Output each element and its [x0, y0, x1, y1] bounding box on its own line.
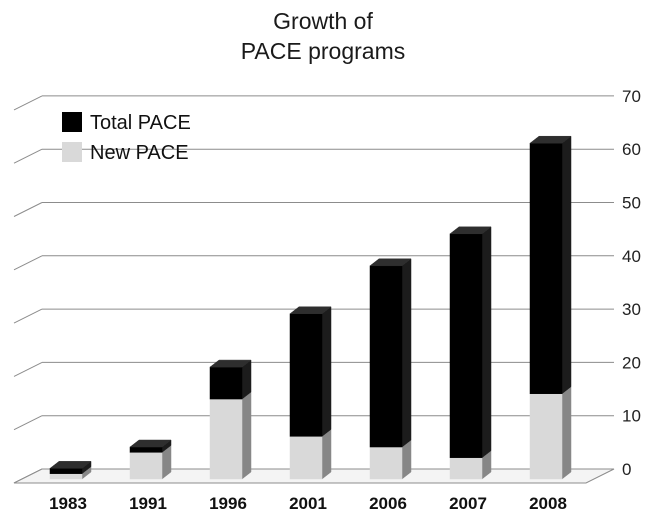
- x-category-label: 2001: [289, 494, 327, 513]
- bar-new-pace: [129, 452, 163, 480]
- bar-total-pace: [449, 233, 483, 458]
- bar-total-pace-side: [481, 226, 492, 459]
- x-category-label: 1983: [49, 494, 87, 513]
- y-tick-label: 60: [622, 140, 641, 159]
- bar-total-pace-side: [321, 306, 332, 437]
- gridline-depth: [13, 255, 43, 271]
- y-tick-label: 0: [622, 460, 631, 479]
- gridline-depth: [13, 202, 43, 217]
- bar-new-pace: [209, 398, 243, 480]
- bar-total-pace: [49, 468, 83, 474]
- x-category-label: 2007: [449, 494, 487, 513]
- bar-total-pace-side: [401, 258, 412, 448]
- y-tick-label: 50: [622, 194, 641, 213]
- y-tick-label: 10: [622, 407, 641, 426]
- bar-new-pace: [449, 457, 483, 480]
- legend-label-new: New PACE: [90, 142, 189, 164]
- x-category-label: 2006: [369, 494, 407, 513]
- y-tick-label: 40: [622, 247, 641, 266]
- chart-title-line-2: PACE programs: [240, 38, 406, 64]
- chart-title: Growth of PACE programs: [0, 6, 646, 66]
- legend-label-total: Total PACE: [90, 112, 191, 134]
- x-category-label: 2008: [529, 494, 567, 513]
- gridline-depth: [13, 95, 43, 111]
- legend: Total PACE New PACE: [62, 112, 191, 164]
- y-axis-ticks: 0 10 20 30 40 50 60 70: [622, 87, 641, 479]
- bar-new-pace: [289, 436, 323, 480]
- bar-total-pace-top: [129, 439, 172, 448]
- bar-total-pace: [529, 142, 563, 394]
- chart-title-line-1: Growth of: [273, 8, 373, 34]
- bar-new-pace-side: [321, 428, 332, 480]
- bar-total-pace-top: [209, 359, 252, 368]
- bar-total-pace: [289, 313, 323, 437]
- bar-new-pace: [529, 393, 563, 480]
- bar-new-pace: [369, 446, 403, 480]
- x-category-label: 1991: [129, 494, 167, 513]
- bar-total-pace: [209, 366, 243, 400]
- bar-total-pace-top: [49, 461, 92, 469]
- bar-total-pace-side: [561, 135, 572, 395]
- y-tick-label: 30: [622, 300, 641, 319]
- bars: [49, 135, 572, 480]
- gridline-depth: [13, 361, 43, 377]
- x-category-label: 1996: [209, 494, 247, 513]
- bar-total-pace-top: [449, 226, 492, 235]
- bar-total-pace-top: [529, 135, 572, 144]
- legend-swatch-new: [62, 142, 82, 162]
- gridline-depth: [13, 308, 43, 324]
- bar-total-pace: [369, 265, 403, 448]
- bar-total-pace-top: [369, 258, 412, 267]
- bar-new-pace: [49, 473, 83, 480]
- bar-total-pace-top: [289, 306, 332, 315]
- bar-total-pace: [129, 446, 163, 453]
- legend-swatch-total: [62, 112, 82, 132]
- gridline-depth: [13, 148, 43, 164]
- bar-new-pace-side: [561, 386, 572, 480]
- gridline-depth: [13, 415, 43, 431]
- x-axis-categories: 1983 1991 1996 2001 2006 2007 2008: [49, 494, 567, 513]
- y-tick-label: 20: [622, 353, 641, 372]
- bar-new-pace-side: [241, 391, 252, 480]
- y-tick-label: 70: [622, 87, 641, 106]
